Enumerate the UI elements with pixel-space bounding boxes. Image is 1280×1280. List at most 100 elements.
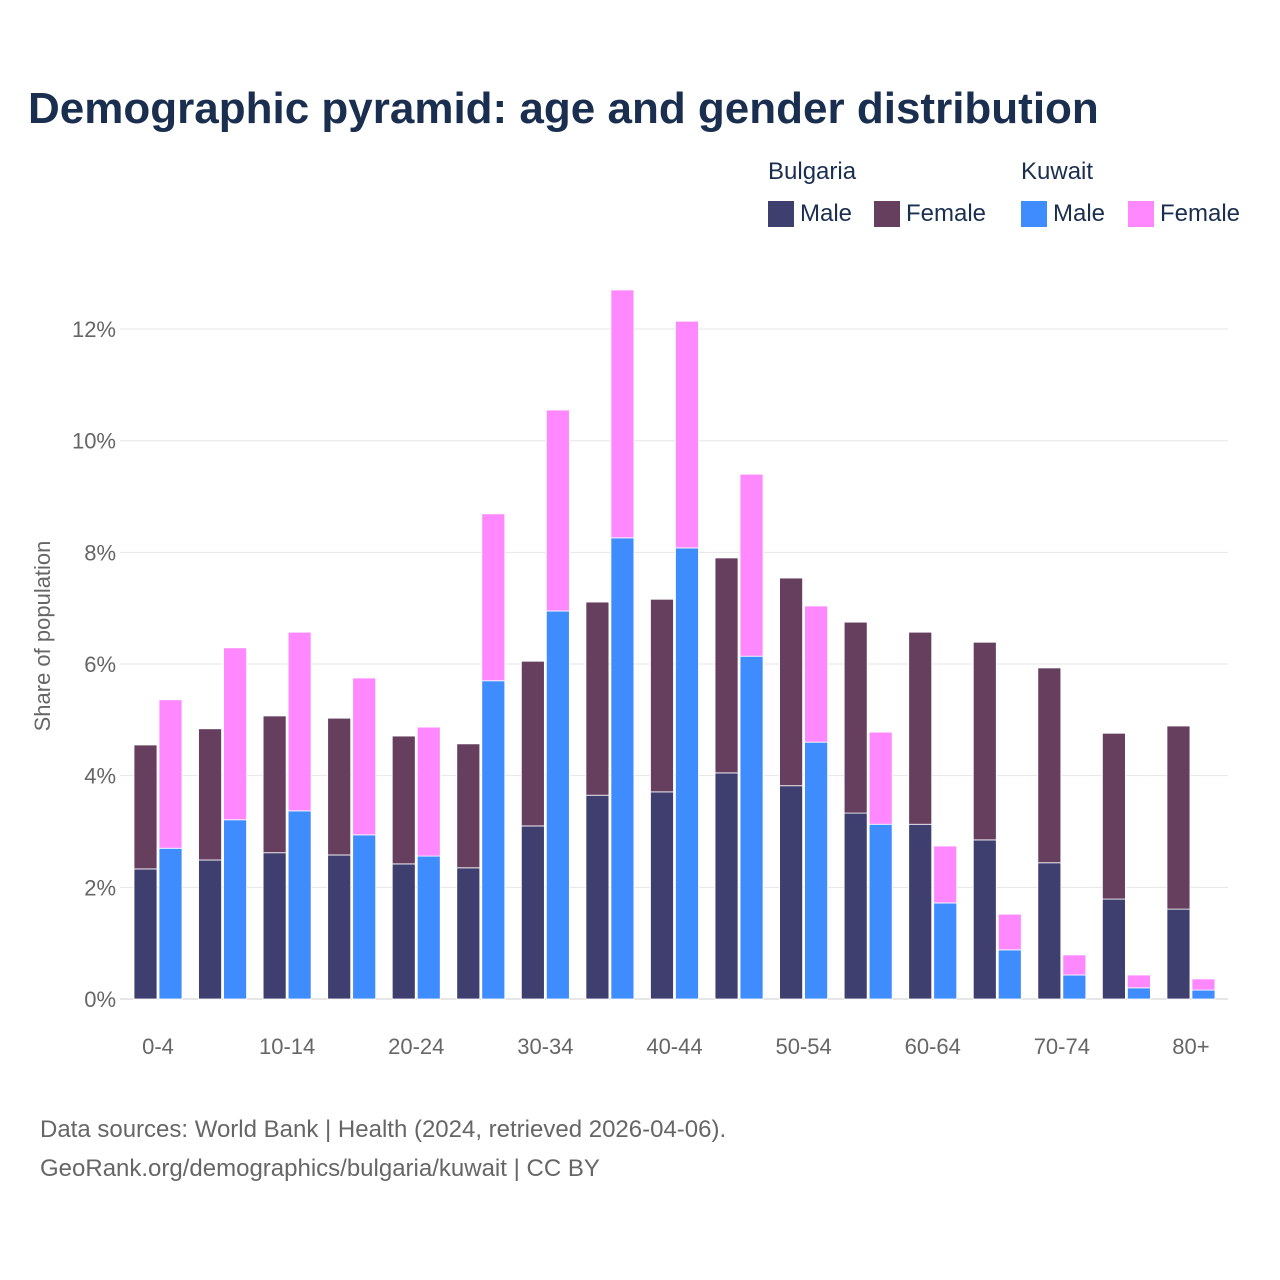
bar-bulgaria-male[interactable]: [520, 825, 545, 1000]
bar-bulgaria-female[interactable]: [650, 598, 674, 793]
bar-bulgaria-male[interactable]: [327, 854, 352, 1000]
bar-kuwait-male[interactable]: [416, 855, 441, 1000]
bar-kuwait-female[interactable]: [287, 631, 312, 812]
bar-bulgaria-female[interactable]: [714, 557, 739, 774]
legend-swatch: [768, 201, 794, 227]
bar-kuwait-male[interactable]: [804, 741, 828, 1000]
legend-bulgaria-female[interactable]: Female: [874, 200, 986, 228]
bar-kuwait-male[interactable]: [739, 655, 764, 1000]
bar-bulgaria-female[interactable]: [133, 744, 158, 870]
bar-kuwait-male[interactable]: [223, 819, 247, 1000]
bar-bulgaria-male[interactable]: [650, 791, 674, 1000]
bar-kuwait-female[interactable]: [804, 605, 828, 743]
y-tick-label: 6%: [84, 652, 116, 677]
x-tick-label: 60-64: [905, 1034, 961, 1059]
bar-kuwait-female[interactable]: [1191, 978, 1216, 991]
x-tick-label: 30-34: [517, 1034, 573, 1059]
bar-kuwait-male[interactable]: [158, 847, 183, 1000]
bar-bulgaria-male[interactable]: [133, 868, 158, 1000]
bar-kuwait-male[interactable]: [868, 823, 893, 1000]
x-tick-label: 70-74: [1034, 1034, 1090, 1059]
legend-label: Male: [800, 200, 853, 227]
bar-bulgaria-female[interactable]: [520, 660, 545, 827]
bar-kuwait-female[interactable]: [352, 677, 377, 836]
bar-kuwait-female[interactable]: [868, 731, 893, 825]
bar-kuwait-female[interactable]: [739, 473, 764, 657]
bar-bulgaria-male[interactable]: [908, 823, 933, 1000]
x-tick-label: 50-54: [775, 1034, 831, 1059]
bar-kuwait-male[interactable]: [1191, 989, 1216, 1000]
bar-kuwait-male[interactable]: [997, 949, 1022, 1000]
bar-bulgaria-female[interactable]: [585, 601, 610, 796]
bar-bulgaria-male[interactable]: [972, 839, 997, 1000]
bar-kuwait-female[interactable]: [610, 289, 635, 539]
footer-sources: Data sources: World Bank | Health (2024,…: [40, 1116, 727, 1143]
bar-bulgaria-male[interactable]: [391, 863, 416, 1000]
bar-bulgaria-female[interactable]: [972, 641, 997, 841]
bar-kuwait-female[interactable]: [997, 913, 1022, 951]
bar-bulgaria-female[interactable]: [1166, 725, 1191, 910]
bar-kuwait-female[interactable]: [158, 699, 183, 849]
y-tick-label: 0%: [84, 987, 116, 1012]
bar-bulgaria-male[interactable]: [779, 785, 803, 1000]
bar-kuwait-female[interactable]: [933, 845, 958, 904]
bar-kuwait-male[interactable]: [610, 537, 635, 1000]
legend-label: Female: [906, 200, 987, 227]
bar-bulgaria-female[interactable]: [327, 717, 352, 856]
bar-bulgaria-male[interactable]: [1166, 908, 1191, 1000]
bar-kuwait-male[interactable]: [675, 547, 699, 1000]
legend-group-bulgaria: Bulgaria: [768, 158, 857, 185]
x-tick-label: 10-14: [259, 1034, 315, 1059]
bar-bulgaria-female[interactable]: [391, 735, 416, 865]
legend-swatch: [874, 201, 900, 227]
bar-bulgaria-female[interactable]: [198, 728, 222, 861]
bar-bulgaria-female[interactable]: [262, 715, 287, 854]
bar-kuwait-male[interactable]: [1127, 987, 1151, 1000]
y-tick-label: 12%: [72, 317, 116, 342]
bar-bulgaria-male[interactable]: [198, 859, 222, 1000]
legend-swatch: [1021, 201, 1047, 227]
bar-kuwait-female[interactable]: [675, 320, 699, 549]
legend-kuwait-male[interactable]: Male: [1021, 200, 1105, 228]
x-tick-label: 40-44: [646, 1034, 702, 1059]
y-tick-label: 4%: [84, 764, 116, 789]
legend-group-kuwait: Kuwait: [1021, 158, 1094, 185]
bar-bulgaria-male[interactable]: [1037, 862, 1062, 1000]
bar-bulgaria-female[interactable]: [843, 621, 868, 814]
bar-bulgaria-female[interactable]: [779, 577, 803, 787]
bar-kuwait-male[interactable]: [545, 610, 570, 1000]
bar-kuwait-male[interactable]: [352, 834, 377, 1000]
bar-kuwait-male[interactable]: [481, 680, 506, 1000]
y-tick-label: 10%: [72, 429, 116, 454]
legend-kuwait-female[interactable]: Female: [1128, 200, 1240, 228]
x-tick-label: 20-24: [388, 1034, 444, 1059]
y-tick-label: 8%: [84, 540, 116, 565]
bar-bulgaria-female[interactable]: [908, 631, 933, 825]
bar-bulgaria-male[interactable]: [456, 867, 481, 1000]
bar-kuwait-female[interactable]: [416, 726, 441, 857]
bar-bulgaria-male[interactable]: [714, 772, 739, 1000]
bar-bulgaria-male[interactable]: [1102, 898, 1126, 1000]
bar-kuwait-female[interactable]: [1127, 974, 1151, 989]
footer-attribution: GeoRank.org/demographics/bulgaria/kuwait…: [40, 1155, 600, 1182]
chart-title: Demographic pyramid: age and gender dist…: [28, 84, 1099, 133]
y-axis-label: Share of population: [30, 541, 55, 732]
legend-bulgaria-male[interactable]: Male: [768, 200, 852, 228]
bar-bulgaria-male[interactable]: [585, 794, 610, 1000]
bar-bulgaria-female[interactable]: [456, 743, 481, 869]
bar-kuwait-male[interactable]: [1062, 974, 1087, 1000]
legend-label: Female: [1160, 200, 1241, 227]
bar-bulgaria-male[interactable]: [262, 852, 287, 1000]
x-tick-label: 0-4: [142, 1034, 174, 1059]
bar-kuwait-female[interactable]: [545, 409, 570, 612]
bar-kuwait-female[interactable]: [1062, 954, 1087, 976]
bar-bulgaria-male[interactable]: [843, 812, 868, 1000]
bar-kuwait-male[interactable]: [287, 810, 312, 1000]
bar-kuwait-male[interactable]: [933, 902, 958, 1000]
bar-bulgaria-female[interactable]: [1037, 667, 1062, 864]
bar-kuwait-female[interactable]: [481, 513, 506, 682]
bar-bulgaria-female[interactable]: [1102, 732, 1126, 900]
bar-kuwait-female[interactable]: [223, 647, 247, 821]
